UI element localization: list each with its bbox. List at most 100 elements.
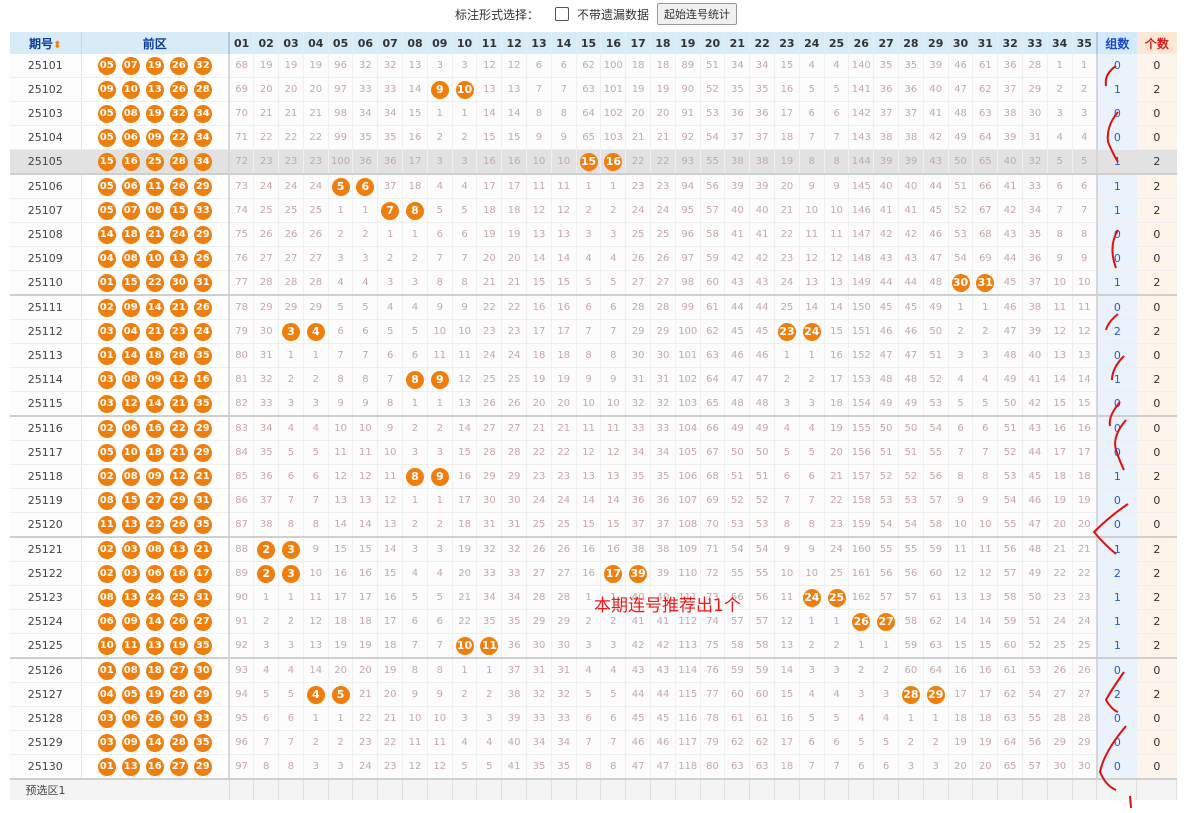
- count-cell: 2: [1136, 319, 1177, 344]
- omission-cell: 7: [427, 246, 453, 271]
- preselect-cell[interactable]: [1047, 779, 1073, 800]
- omission-cell: 47: [898, 343, 924, 368]
- omission-cell: 23: [278, 149, 304, 175]
- preselect-cell[interactable]: [625, 779, 652, 800]
- preselect-cell[interactable]: [799, 779, 825, 800]
- preselect-cell[interactable]: [402, 779, 428, 800]
- preselect-cell[interactable]: [675, 779, 701, 800]
- omission-cell: 49: [1022, 561, 1048, 586]
- omission-cell: 92: [675, 125, 701, 150]
- preselect-cell[interactable]: [749, 779, 776, 800]
- omission-cell: 6: [948, 416, 974, 441]
- issue-header[interactable]: 期号⬍: [10, 32, 82, 54]
- preselect-cell[interactable]: [873, 779, 900, 800]
- preselect-cell[interactable]: [724, 779, 751, 800]
- preselect-cell[interactable]: [576, 779, 602, 800]
- front-ball: 13: [145, 636, 164, 655]
- omission-cell: 17: [824, 367, 850, 392]
- preselect-cell[interactable]: [303, 779, 329, 800]
- front-zone-cell: 04 08 10 13 26: [81, 246, 230, 271]
- preselect-cell[interactable]: [452, 779, 478, 800]
- omission-cell: 36: [997, 54, 1023, 78]
- preselect-cell[interactable]: [700, 779, 726, 800]
- omission-cell: 28: [278, 270, 304, 296]
- preselect-cell[interactable]: [1022, 779, 1048, 800]
- omission-cell: 4: [824, 682, 850, 707]
- preselect-cell[interactable]: [501, 779, 528, 800]
- omission-cell: 28: [551, 585, 577, 610]
- preselect-cell[interactable]: [948, 779, 974, 800]
- omission-cell: 9: [1072, 246, 1098, 271]
- omission-cell: 6: [824, 101, 850, 126]
- omission-cell: 61: [724, 706, 751, 731]
- omission-cell: 12: [452, 367, 478, 392]
- consecutive-ball: 17: [604, 564, 623, 583]
- issue-cell: 25105: [10, 149, 82, 175]
- preselect-cell[interactable]: [898, 779, 924, 800]
- preselect-cell[interactable]: [650, 779, 676, 800]
- omission-cell: 2: [303, 730, 329, 755]
- preselect-cell[interactable]: [1096, 779, 1138, 800]
- preselect-cell[interactable]: [377, 779, 404, 800]
- preselect-cell[interactable]: [824, 779, 850, 800]
- omission-cell: 18: [551, 343, 577, 368]
- preselect-cell[interactable]: [81, 779, 230, 800]
- issue-cell: 25102: [10, 77, 82, 102]
- preselect-cell[interactable]: [328, 779, 354, 800]
- preselect-cell[interactable]: [923, 779, 949, 800]
- preselect-cell[interactable]: [526, 779, 552, 800]
- omission-cell: 2: [402, 512, 428, 538]
- preselect-cell[interactable]: [278, 779, 304, 800]
- preselect-cell[interactable]: [848, 779, 875, 800]
- table-row: 25111 02 09 14 21 26 78 29 29 29 5 5 4 4 9 9 22 22 16 16 6 6 2…: [10, 295, 1177, 320]
- preselect-cell[interactable]: [972, 779, 999, 800]
- start-stats-button[interactable]: 起始连号统计: [657, 3, 738, 25]
- preselect-cell[interactable]: [229, 779, 255, 800]
- number-header-29: 29: [923, 32, 949, 54]
- omission-cell: 39: [923, 54, 949, 78]
- preselect-cell[interactable]: [253, 779, 280, 800]
- preselect-cell[interactable]: [600, 779, 627, 800]
- omission-cell: 18: [972, 706, 999, 731]
- omission-cell: 8: [1047, 222, 1073, 247]
- omission-cell: 17: [948, 682, 974, 707]
- preselect-cell[interactable]: [774, 779, 800, 800]
- omission-cell: 22: [526, 440, 552, 465]
- omission-cell: 64: [972, 125, 999, 150]
- omission-cell: 16: [824, 343, 850, 368]
- omission-cell: 14: [1072, 367, 1098, 392]
- preselect-cell[interactable]: [427, 779, 453, 800]
- sort-arrows-icon[interactable]: ⬍: [53, 39, 62, 51]
- consecutive-hit-cell: 5: [328, 682, 354, 707]
- no-missing-data-checkbox[interactable]: [555, 7, 569, 21]
- front-ball: 35: [193, 733, 212, 752]
- preselect-cell[interactable]: [551, 779, 577, 800]
- omission-cell: 24: [476, 343, 503, 368]
- front-zone-cell: 14 18 21 24 29: [81, 222, 230, 247]
- omission-cell: 17: [501, 174, 528, 199]
- preselect-cell[interactable]: [476, 779, 503, 800]
- group-count-cell: 0: [1095, 658, 1137, 683]
- preselect-cell[interactable]: [997, 779, 1023, 800]
- preselect-cell[interactable]: [1136, 779, 1178, 800]
- omission-cell: 63: [576, 77, 602, 102]
- omission-cell: 35: [749, 77, 776, 102]
- front-ball: 26: [169, 612, 188, 631]
- front-ball: 03: [97, 394, 116, 413]
- issue-cell: 25129: [10, 730, 82, 755]
- omission-cell: 52: [997, 440, 1023, 465]
- omission-cell: 35: [898, 54, 924, 78]
- omission-cell: 107: [675, 488, 701, 513]
- omission-cell: 21: [476, 270, 503, 296]
- omission-cell: 24: [650, 198, 676, 223]
- preselect-cell[interactable]: [352, 779, 379, 800]
- group-count-cell: 0: [1095, 512, 1137, 538]
- omission-cell: 160: [848, 537, 875, 562]
- count-cell: 2: [1136, 77, 1177, 102]
- omission-cell: 91: [229, 609, 255, 634]
- preselect-cell[interactable]: [1072, 779, 1098, 800]
- front-zone-cell: 02 08 09 12 21: [81, 464, 230, 489]
- omission-cell: 30: [1022, 101, 1048, 126]
- omission-cell: 3: [948, 343, 974, 368]
- consecutive-hit-cell: 8: [402, 367, 428, 392]
